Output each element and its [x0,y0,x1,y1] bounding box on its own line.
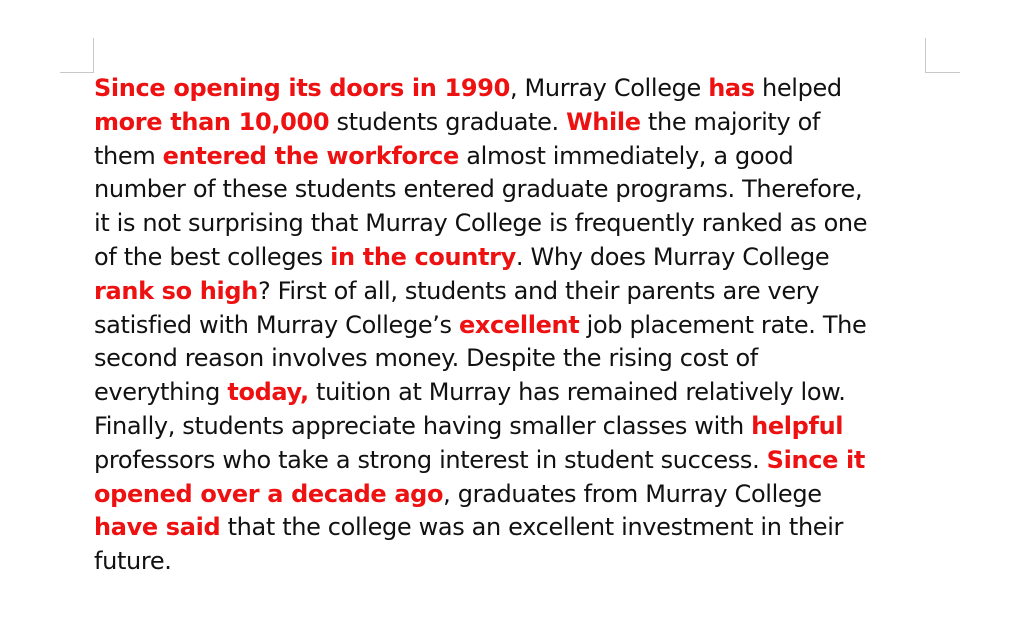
highlighted-phrase: Since opening its doors in 1990 [94,74,510,102]
highlighted-phrase: While [566,107,641,136]
text-run: , graduates from Murray College [443,479,822,508]
text-line: it is not surprising that Murray College… [94,207,919,241]
text-line: Since opening its doors in 1990, Murray … [94,72,919,106]
text-run: them [94,141,163,170]
highlighted-phrase: today, [227,378,309,407]
text-line: them entered the workforce almost immedi… [94,140,919,174]
highlighted-phrase: have said [94,513,221,542]
text-line: satisfied with Murray College’s excellen… [94,309,919,343]
highlighted-phrase: entered the workforce [162,141,460,170]
text-run: future. [94,547,172,576]
text-line: rank so high? First of all, students and… [94,275,919,309]
text-line: professors who take a strong interest in… [94,444,919,478]
top-right-margin-mark-horizontal [925,72,960,73]
text-run: almost immediately, a good [459,141,794,170]
text-line: everything today, tuition at Murray has … [94,376,919,410]
text-line: future. [94,545,919,579]
text-run: everything [94,378,228,407]
text-run: job placement rate. The [579,310,867,339]
top-left-margin-mark-vertical [93,38,94,73]
highlighted-phrase: rank so high [94,276,258,305]
text-run: . Why does Murray College [515,242,830,271]
text-run: of the best colleges [94,242,331,271]
text-run: that the college was an excellent invest… [220,513,844,542]
highlighted-phrase: has [708,74,755,102]
text-run: students graduate. [329,107,567,136]
text-run: , Murray College [509,74,709,102]
text-line: opened over a decade ago, graduates from… [94,478,919,512]
highlighted-phrase: in the country [330,242,516,271]
document-body-paragraph[interactable]: Since opening its doors in 1990, Murray … [94,72,919,579]
text-run: the majority of [640,107,821,136]
text-run: it is not surprising that Murray College… [94,209,868,238]
text-line: Finally, students appreciate having smal… [94,410,919,444]
text-run: second reason involves money. Despite th… [94,344,758,373]
highlighted-phrase: opened over a decade ago [94,479,444,508]
text-run: Finally, students appreciate having smal… [94,411,752,440]
text-run: ? First of all, students and their paren… [257,276,820,305]
text-line: number of these students entered graduat… [94,173,919,207]
highlighted-phrase: excellent [458,310,580,339]
highlighted-phrase: Since it [766,445,866,474]
text-line: have said that the college was an excell… [94,511,919,545]
text-run: helped [754,74,842,102]
highlighted-phrase: helpful [751,411,844,440]
top-right-margin-mark-vertical [925,38,926,73]
text-run: professors who take a strong interest in… [94,445,767,474]
text-run: tuition at Murray has remained relativel… [308,378,846,407]
highlighted-phrase: more than 10,000 [94,107,330,136]
text-run: satisfied with Murray College’s [94,310,459,339]
text-line: more than 10,000 students graduate. Whil… [94,106,919,140]
text-line: of the best colleges in the country. Why… [94,241,919,275]
top-left-margin-mark-horizontal [60,72,94,73]
text-line: second reason involves money. Despite th… [94,342,919,376]
text-run: number of these students entered graduat… [94,175,863,204]
